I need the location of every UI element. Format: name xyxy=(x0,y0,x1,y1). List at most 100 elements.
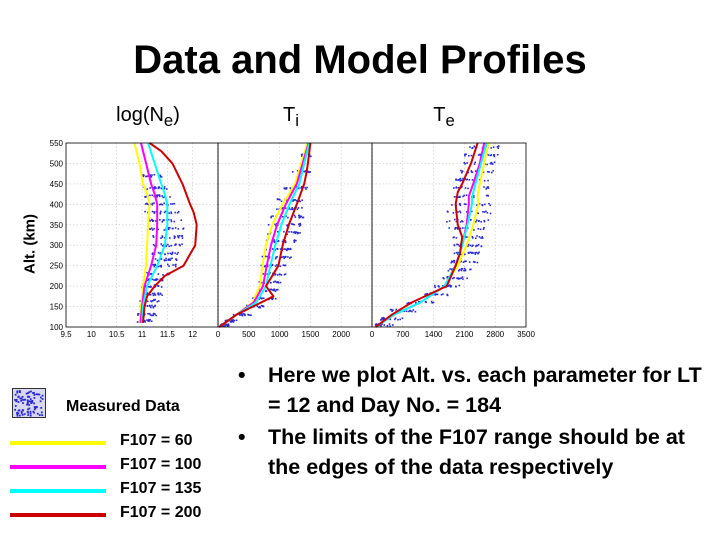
measured-point xyxy=(276,256,278,258)
measured-point xyxy=(486,186,489,189)
measured-point xyxy=(489,154,492,157)
measured-point xyxy=(277,198,279,201)
measured-point xyxy=(274,257,277,260)
measured-point xyxy=(285,187,288,189)
measured-point xyxy=(461,268,464,270)
measured-point xyxy=(146,188,149,190)
measured-point xyxy=(478,251,480,254)
x-tick-label: 700 xyxy=(396,330,410,339)
measured-point xyxy=(397,318,399,321)
measured-point xyxy=(260,281,263,284)
panel-frame xyxy=(217,142,373,328)
x-tick-label: 0 xyxy=(216,330,221,339)
measured-point xyxy=(149,220,151,222)
swatch-dot xyxy=(26,403,28,406)
swatch-dot xyxy=(33,391,35,394)
measured-point xyxy=(283,264,286,267)
legend-line-f107-100 xyxy=(10,465,106,469)
measured-point xyxy=(446,276,449,279)
measured-point xyxy=(147,320,149,322)
measured-point xyxy=(471,251,473,254)
measured-point xyxy=(274,223,276,226)
measured-point xyxy=(469,219,472,221)
measured-point xyxy=(466,236,468,238)
swatch-dot xyxy=(17,412,20,415)
measured-point xyxy=(457,187,460,189)
measured-point xyxy=(174,236,176,238)
measured-point xyxy=(467,171,470,174)
measured-point xyxy=(271,297,273,300)
swatch-dot xyxy=(26,402,29,405)
measured-point xyxy=(284,240,287,242)
measured-point xyxy=(473,145,476,148)
measured-point xyxy=(178,243,181,246)
measured-point xyxy=(229,320,232,323)
measured-point xyxy=(177,210,180,213)
measured-point xyxy=(167,218,170,221)
measured-point xyxy=(151,292,154,295)
measured-point xyxy=(409,309,411,312)
measured-point xyxy=(475,219,478,222)
swatch-dot xyxy=(27,414,30,416)
measured-point xyxy=(274,265,277,267)
panel-title-te-sub: e xyxy=(445,111,455,130)
measured-point xyxy=(452,212,455,214)
measured-point xyxy=(260,297,263,300)
measured-point xyxy=(224,324,227,326)
swatch-dot xyxy=(20,397,23,400)
measured-point xyxy=(171,257,173,260)
swatch-dot xyxy=(29,410,32,413)
x-tick-label: 1500 xyxy=(302,330,320,339)
measured-point xyxy=(270,216,272,219)
measured-point xyxy=(291,208,294,211)
x-tick-label: 2100 xyxy=(456,330,474,339)
measured-point xyxy=(168,245,171,248)
measured-point xyxy=(480,220,482,223)
measured-point xyxy=(459,177,462,180)
measured-point xyxy=(411,310,413,313)
measured-point xyxy=(227,323,230,325)
bullet-item: • Here we plot Alt. vs. each parameter fo… xyxy=(236,360,716,420)
measured-point xyxy=(434,284,436,287)
measured-point xyxy=(172,227,174,230)
measured-point xyxy=(231,320,233,323)
measured-point xyxy=(238,313,241,316)
measured-point xyxy=(457,269,460,272)
measured-point xyxy=(169,196,171,198)
measured-point xyxy=(261,297,264,300)
measured-point xyxy=(170,220,173,223)
measured-point xyxy=(153,279,155,281)
measured-point xyxy=(159,265,161,267)
measured-point xyxy=(466,277,468,280)
measured-point xyxy=(231,319,234,321)
swatch-dot xyxy=(16,390,19,393)
measured-point xyxy=(268,256,271,258)
y-tick-label: 250 xyxy=(50,262,64,271)
y-tick-label: 550 xyxy=(50,139,64,148)
measured-point xyxy=(262,297,265,300)
measured-point xyxy=(294,232,297,235)
measured-point xyxy=(447,211,449,213)
measured-point xyxy=(467,245,469,247)
measured-point xyxy=(490,171,493,174)
measured-point xyxy=(279,265,282,268)
series-line-f107200 xyxy=(218,142,312,328)
measured-point xyxy=(462,177,464,180)
measured-point xyxy=(258,305,261,308)
measured-point xyxy=(173,202,176,205)
panel-title-ti-sub: i xyxy=(295,111,299,130)
measured-point xyxy=(175,263,177,266)
measured-point xyxy=(456,253,459,255)
legend: Measured Data F107 = 60 F107 = 100 F107 … xyxy=(10,388,235,528)
measured-point xyxy=(446,275,449,278)
measured-point xyxy=(276,247,278,250)
x-tick-label: 11 xyxy=(138,330,147,339)
swatch-dot xyxy=(23,413,26,416)
measured-point xyxy=(465,153,467,156)
measured-point xyxy=(288,231,290,233)
measured-point xyxy=(491,163,494,165)
measured-point xyxy=(488,202,490,205)
measured-point xyxy=(278,198,281,201)
measured-point xyxy=(485,188,488,190)
measured-point xyxy=(154,186,156,188)
